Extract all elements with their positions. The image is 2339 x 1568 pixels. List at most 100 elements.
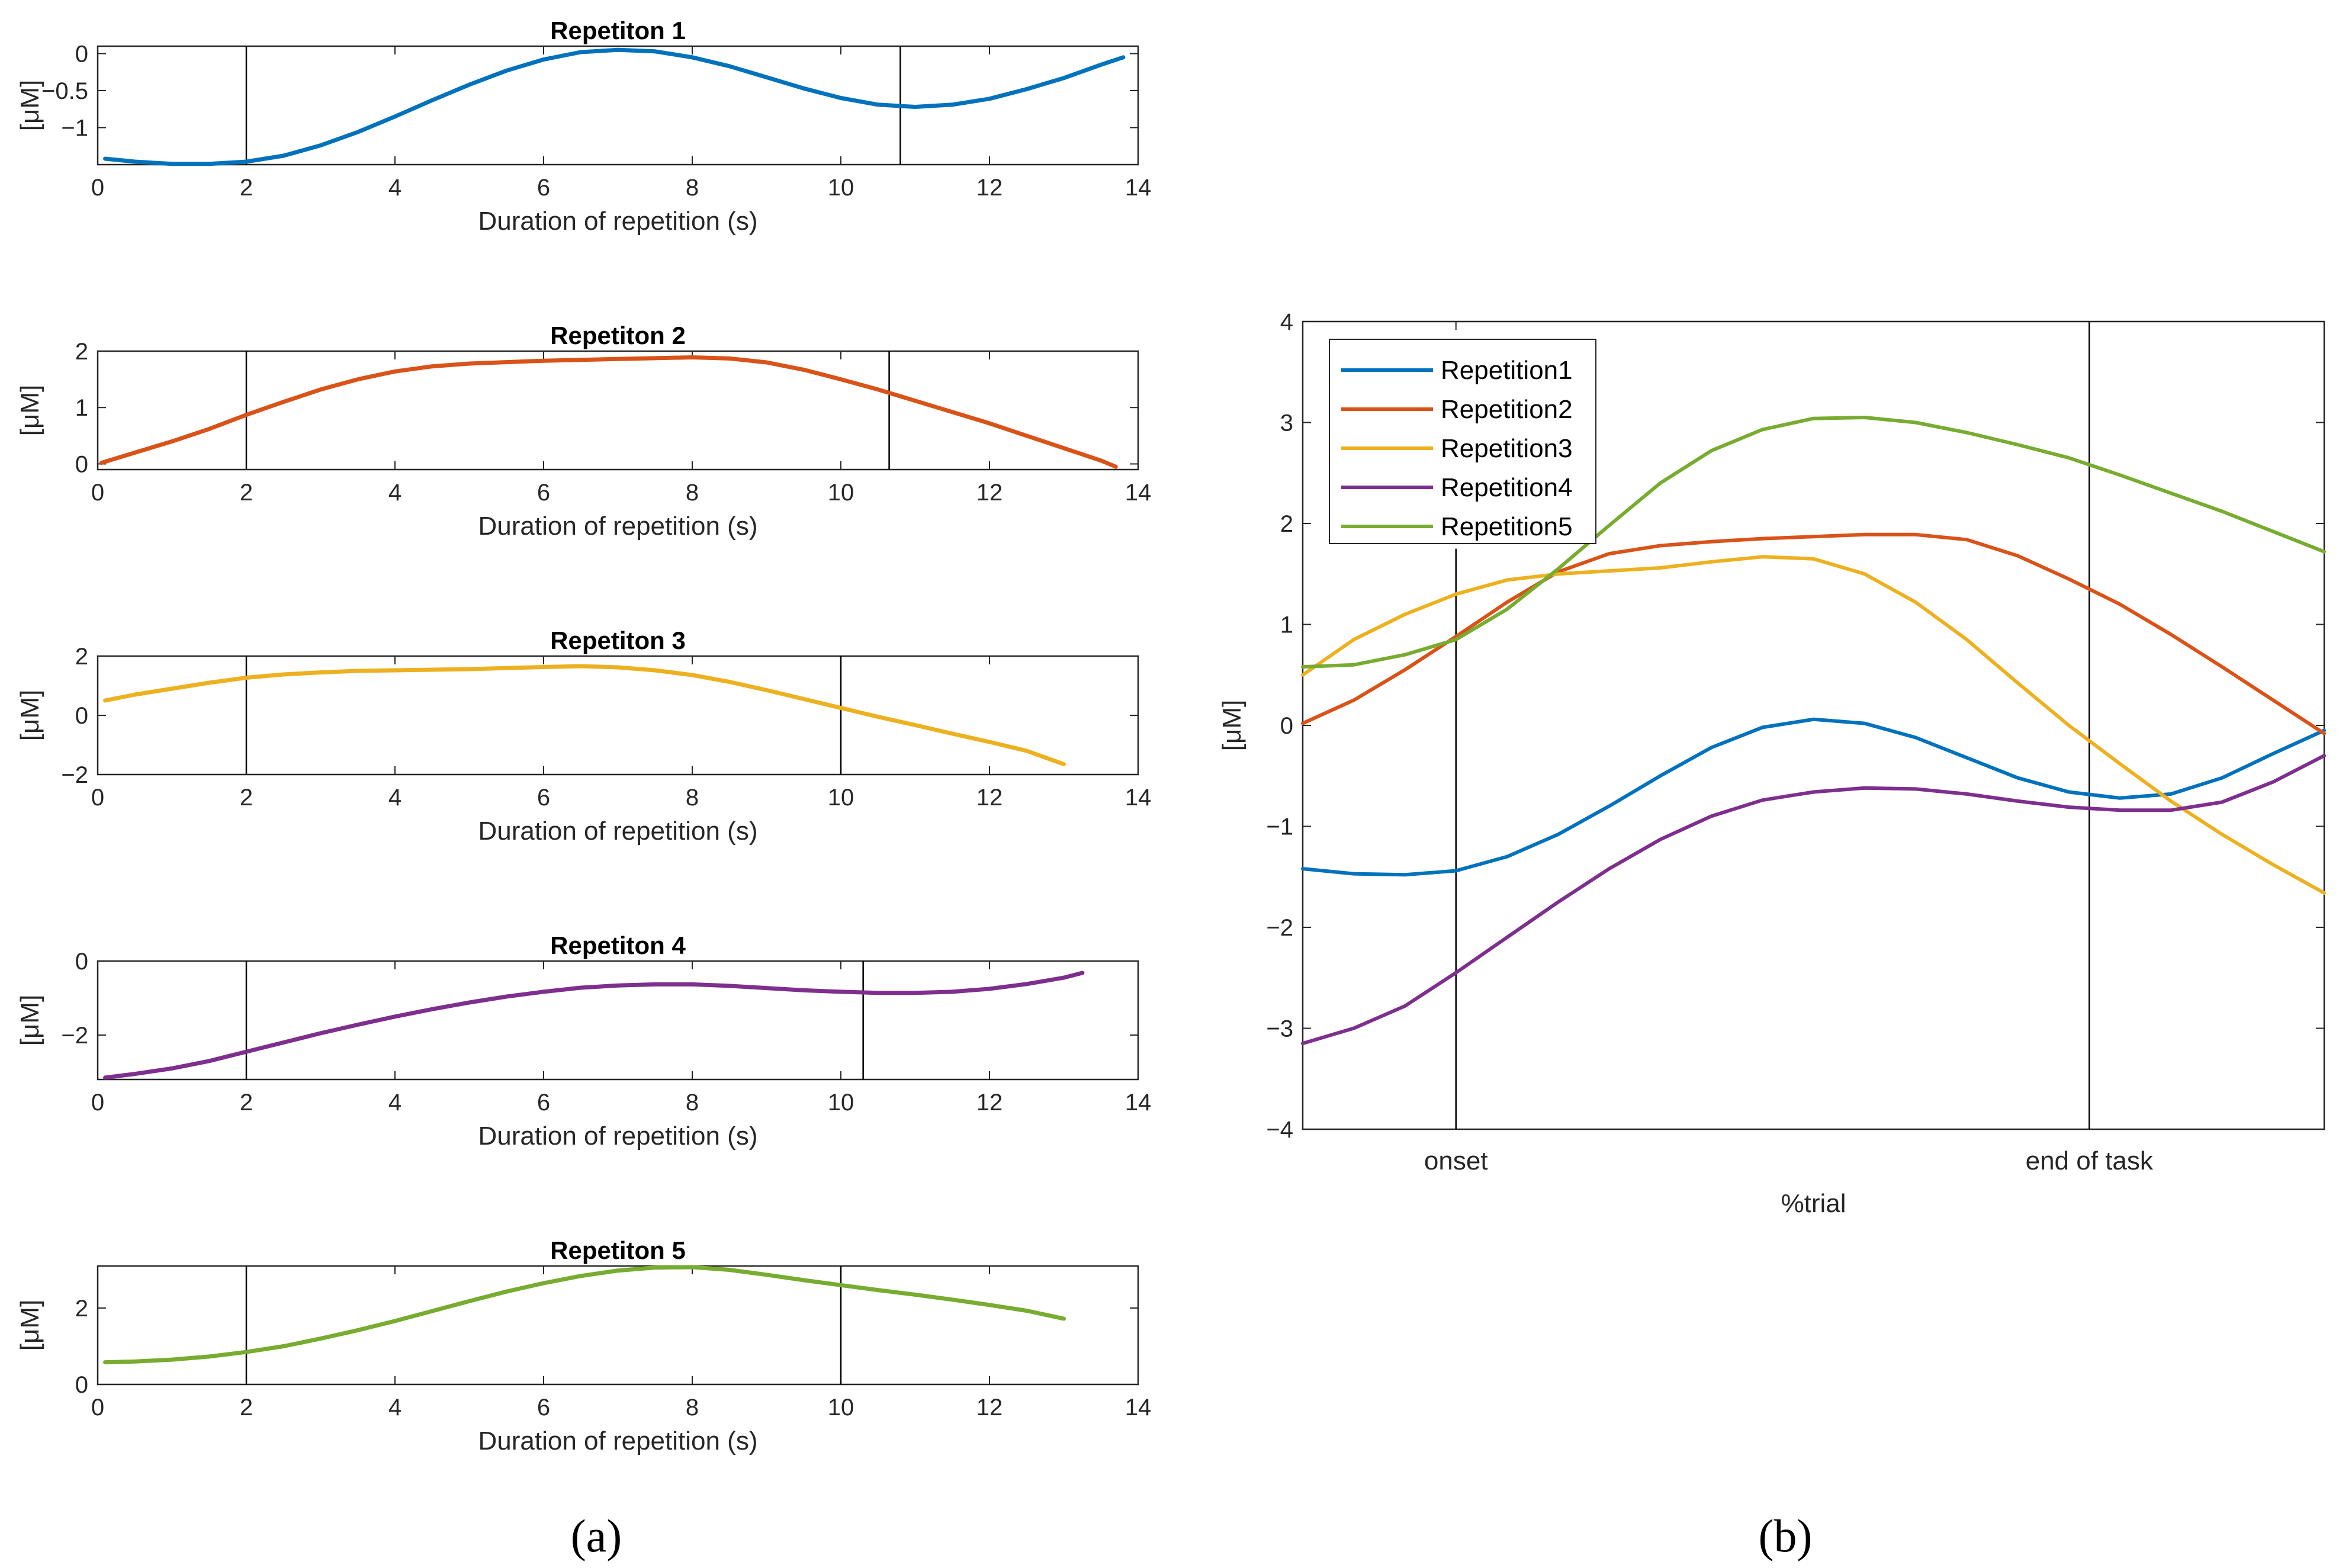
plot-title: Repetiton 5 — [550, 1236, 686, 1264]
x-tick-label: 8 — [686, 1395, 699, 1421]
series-line-repetition5 — [103, 1265, 1066, 1365]
y-tick-label: −2 — [61, 762, 88, 788]
x-tick-label: 14 — [1125, 175, 1152, 201]
x-tick-label: 10 — [828, 175, 854, 201]
caption-a: (a) — [571, 1510, 622, 1561]
x-tick-label: 8 — [686, 480, 699, 506]
series-line-repetition4 — [1301, 754, 2326, 1046]
y-tick-label: 4 — [1280, 309, 1293, 335]
y-tick-label: 1 — [1280, 612, 1293, 638]
x-axis-label: Duration of repetition (s) — [478, 512, 758, 541]
series-line-repetition2 — [99, 355, 1118, 469]
x-tick-label: 8 — [686, 1090, 699, 1116]
x-tick-label: 6 — [537, 785, 550, 811]
x-tick-label: 12 — [976, 1090, 1003, 1116]
x-tick-label: onset — [1424, 1146, 1488, 1175]
x-tick-label: 14 — [1125, 785, 1152, 811]
legend-box — [1329, 339, 1596, 544]
series-line-repetition3 — [103, 664, 1066, 766]
axes-box — [97, 655, 1139, 776]
x-tick-label: 0 — [91, 480, 104, 506]
x-tick-label: 12 — [976, 785, 1003, 811]
y-tick-label: −3 — [1266, 1016, 1293, 1042]
y-axis-label: [μM] — [15, 1300, 44, 1351]
y-axis-label: [μM] — [1217, 700, 1246, 751]
x-tick-label: 0 — [91, 1090, 104, 1116]
x-tick-label: 12 — [976, 480, 1003, 506]
series-line-repetition3 — [1301, 555, 2326, 895]
y-tick-label: −2 — [1266, 915, 1293, 941]
y-tick-label: 1 — [75, 395, 88, 421]
x-tick-label: 14 — [1125, 1395, 1152, 1421]
plot-title: Repetiton 2 — [550, 322, 686, 349]
x-tick-label: 2 — [240, 175, 253, 201]
chart-5: 4 3 2 1 0 −1 −2 −3 −4 onset end of task %trial [μM] R… — [1217, 309, 2326, 1218]
legend-label: Repetition3 — [1441, 434, 1573, 463]
y-tick-label: 2 — [75, 644, 88, 670]
chart-3: 0 −2 0 2 4 6 8 10 12 14 Repetiton 4 Duration of rep… — [15, 931, 1151, 1151]
x-axis-label: Duration of repetition (s) — [478, 207, 758, 236]
x-tick-label: 10 — [828, 1395, 854, 1421]
legend-label: Repetition5 — [1441, 512, 1573, 541]
y-axis-label: [μM] — [15, 385, 44, 436]
y-tick-label: 0 — [75, 949, 88, 975]
plot-title: Repetiton 1 — [550, 17, 686, 44]
x-tick-label: 6 — [537, 480, 550, 506]
plot-title: Repetiton 3 — [550, 626, 686, 654]
x-tick-label: 4 — [388, 1395, 401, 1421]
series-line-repetition1 — [1301, 717, 2326, 877]
y-tick-label: 2 — [1280, 511, 1293, 537]
x-tick-label: 14 — [1125, 480, 1152, 506]
caption-b: (b) — [1759, 1510, 1813, 1561]
y-tick-label: 0 — [75, 41, 88, 68]
series-line-repetition2 — [1301, 532, 2326, 735]
legend: Repetition1 Repetition2 Repetition3 Repetit… — [1329, 339, 1596, 544]
chart-0: 0 −0.5 −1 0 2 4 6 8 10 12 14 Repetiton 1 Duration of… — [15, 17, 1151, 236]
y-tick-label: 0 — [75, 703, 88, 729]
y-tick-label: 0 — [1280, 713, 1293, 739]
x-tick-label: 0 — [91, 1395, 104, 1421]
plot-title: Repetiton 4 — [550, 931, 686, 959]
y-tick-label: 2 — [75, 1296, 88, 1322]
y-tick-label: −1 — [1266, 814, 1293, 840]
y-tick-label: 3 — [1280, 410, 1293, 436]
y-tick-label: −4 — [1266, 1117, 1293, 1143]
y-axis-label: [μM] — [15, 80, 44, 131]
axes-box — [97, 1265, 1139, 1386]
x-axis-label: Duration of repetition (s) — [478, 817, 758, 846]
x-tick-label: 14 — [1125, 1090, 1152, 1116]
x-tick-label: 4 — [388, 480, 401, 506]
axes-box — [97, 960, 1139, 1081]
x-tick-label: end of task — [2026, 1146, 2154, 1175]
y-tick-label: −1 — [61, 115, 88, 142]
x-tick-label: 10 — [828, 1090, 854, 1116]
axes-box — [97, 350, 1139, 471]
series-line-repetition5 — [1301, 416, 2326, 669]
x-axis-label: Duration of repetition (s) — [478, 1426, 758, 1455]
y-tick-label: −2 — [61, 1023, 88, 1049]
x-tick-label: 4 — [388, 1090, 401, 1116]
chart-4: 2 00 2 4 6 8 10 12 14 Repetiton 5 Duration of repe… — [15, 1236, 1151, 1455]
y-tick-label: −0.5 — [41, 78, 88, 104]
x-tick-label: 8 — [686, 785, 699, 811]
x-tick-label: 0 — [91, 175, 104, 201]
series-line-repetition1 — [103, 47, 1126, 166]
x-tick-label: 2 — [240, 785, 253, 811]
x-tick-label: 6 — [537, 175, 550, 201]
series-line-repetition4 — [103, 971, 1085, 1080]
x-tick-label: 10 — [828, 785, 854, 811]
x-tick-label: 4 — [388, 785, 401, 811]
x-tick-label: 2 — [240, 1395, 253, 1421]
legend-label: Repetition4 — [1441, 473, 1573, 502]
x-tick-label: 2 — [240, 480, 253, 506]
legend-label: Repetition1 — [1441, 356, 1573, 385]
y-tick-label: 2 — [75, 339, 88, 365]
x-axis-label: Duration of repetition (s) — [478, 1122, 758, 1151]
x-tick-label: 12 — [976, 175, 1003, 201]
axes-box — [97, 45, 1139, 166]
x-tick-label: 6 — [537, 1395, 550, 1421]
x-tick-label: 4 — [388, 175, 401, 201]
y-tick-label: 0 — [75, 1372, 88, 1398]
x-tick-label: 6 — [537, 1090, 550, 1116]
